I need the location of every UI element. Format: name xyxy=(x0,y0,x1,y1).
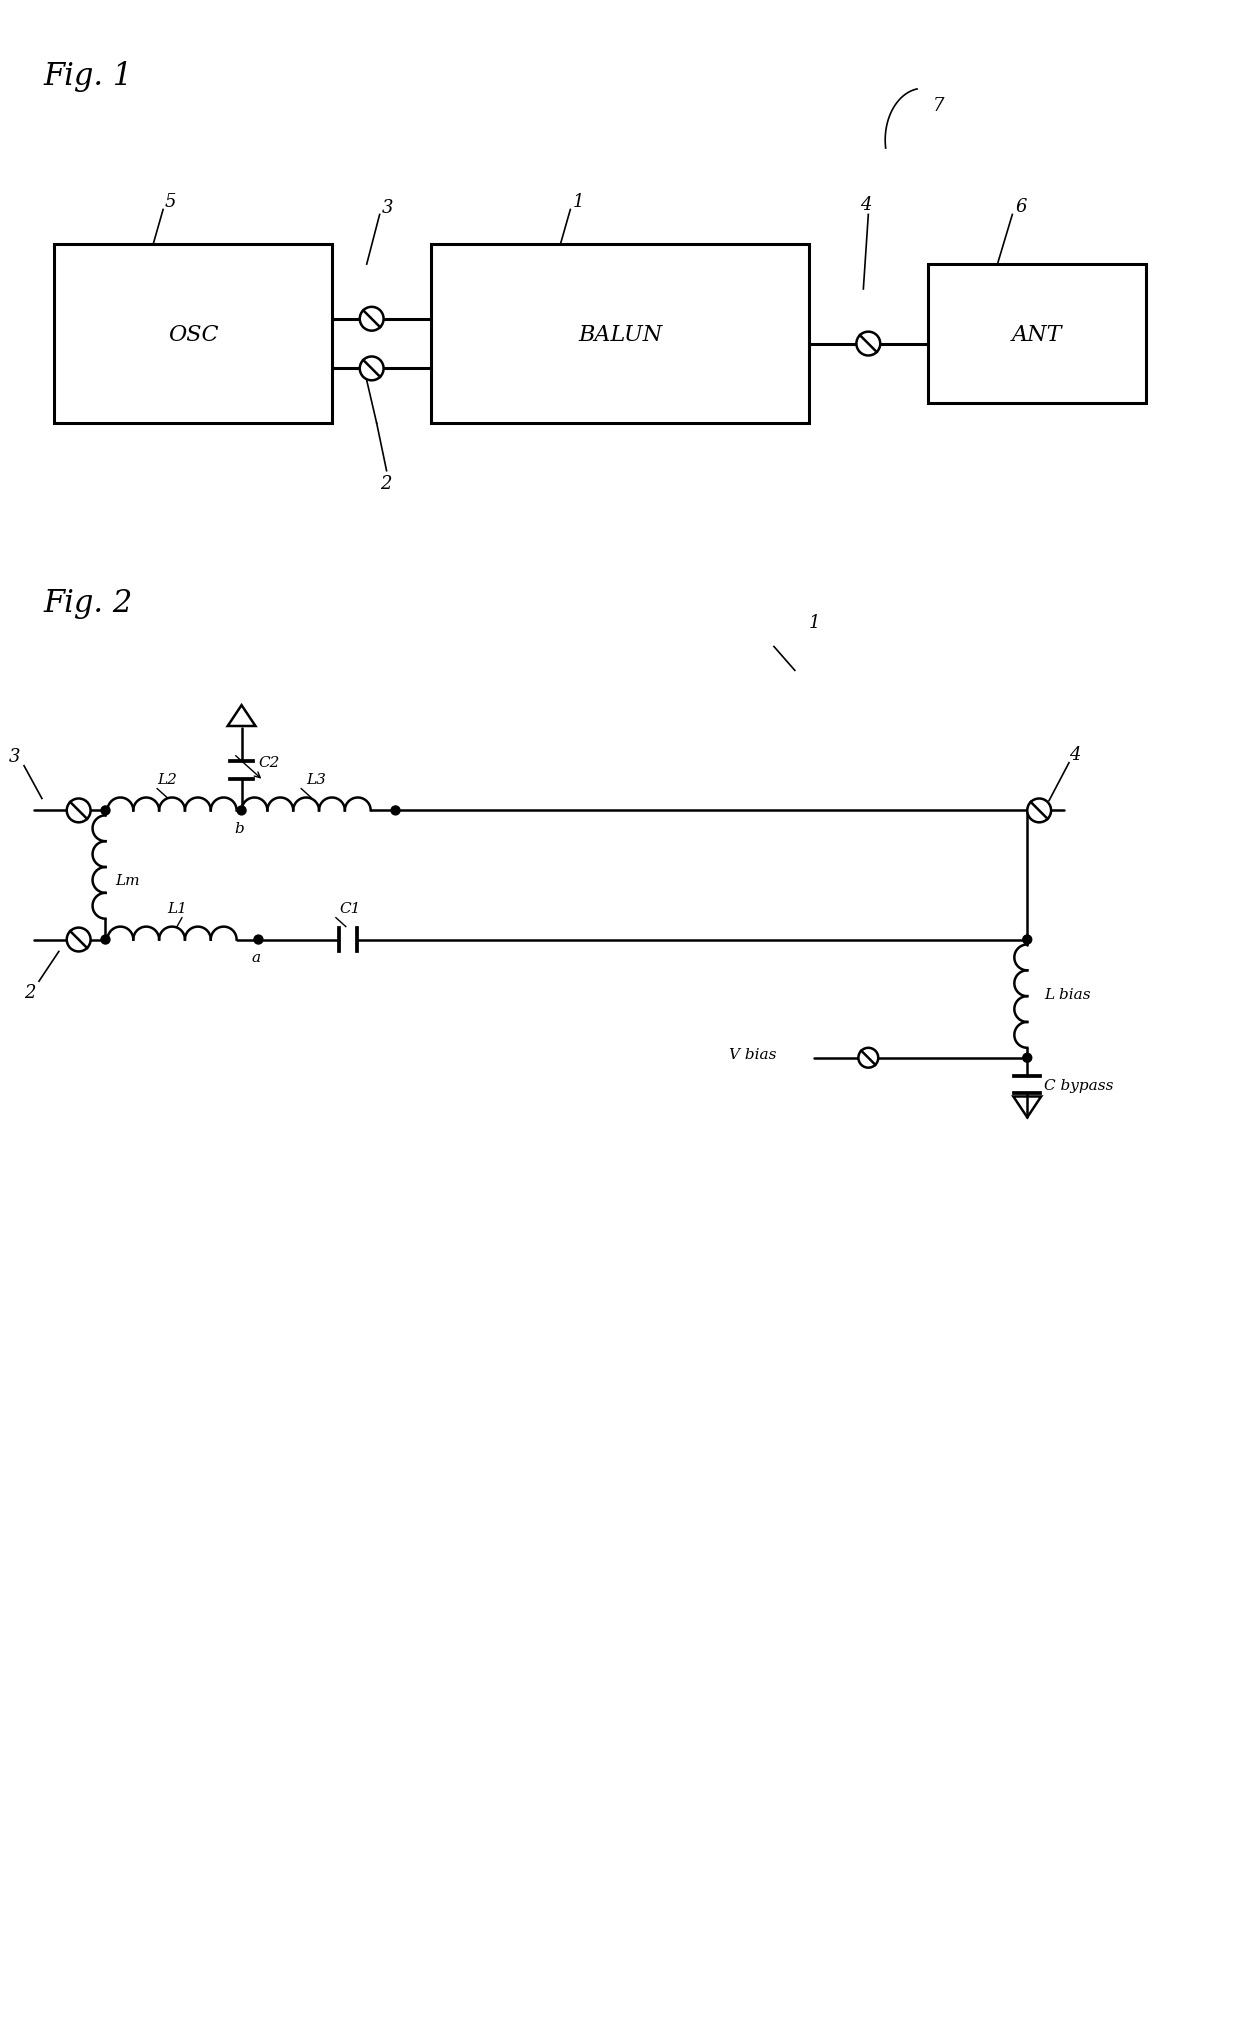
Circle shape xyxy=(360,308,383,332)
Text: L bias: L bias xyxy=(1044,987,1091,1001)
Text: 7: 7 xyxy=(932,98,945,114)
Text: 3: 3 xyxy=(382,200,393,218)
Bar xyxy=(432,245,808,424)
Text: C1: C1 xyxy=(340,901,361,916)
Circle shape xyxy=(67,928,91,952)
Text: Fig. 1: Fig. 1 xyxy=(43,61,133,92)
Text: C2: C2 xyxy=(258,754,280,769)
Text: L1: L1 xyxy=(167,901,187,916)
Bar xyxy=(928,265,1147,404)
Circle shape xyxy=(100,936,110,944)
Text: 3: 3 xyxy=(9,748,21,765)
Text: V bias: V bias xyxy=(729,1048,776,1060)
Text: a: a xyxy=(252,950,262,964)
Circle shape xyxy=(360,357,383,381)
Text: b: b xyxy=(234,822,244,836)
Circle shape xyxy=(237,807,246,816)
Text: OSC: OSC xyxy=(167,324,218,345)
Text: Lm: Lm xyxy=(115,873,140,887)
Circle shape xyxy=(391,807,401,816)
Text: L3: L3 xyxy=(306,773,326,787)
Circle shape xyxy=(67,799,91,824)
Circle shape xyxy=(1023,1054,1032,1062)
Text: L2: L2 xyxy=(157,773,177,787)
Circle shape xyxy=(254,936,263,944)
Text: ANT: ANT xyxy=(1012,324,1063,345)
Bar xyxy=(53,245,332,424)
Text: 5: 5 xyxy=(165,194,176,212)
Circle shape xyxy=(1027,799,1052,824)
Text: 6: 6 xyxy=(1016,198,1027,216)
Text: BALUN: BALUN xyxy=(578,324,662,345)
Text: 2: 2 xyxy=(24,983,36,1001)
Text: 1: 1 xyxy=(808,614,820,632)
Text: 2: 2 xyxy=(379,475,391,491)
Circle shape xyxy=(858,1048,878,1068)
Text: 4: 4 xyxy=(1069,746,1080,763)
Text: Fig. 2: Fig. 2 xyxy=(43,587,133,618)
Circle shape xyxy=(100,807,110,816)
Circle shape xyxy=(857,332,880,357)
Text: 1: 1 xyxy=(573,194,584,212)
Text: 4: 4 xyxy=(861,196,872,214)
Text: C bypass: C bypass xyxy=(1044,1079,1114,1093)
Circle shape xyxy=(1023,936,1032,944)
